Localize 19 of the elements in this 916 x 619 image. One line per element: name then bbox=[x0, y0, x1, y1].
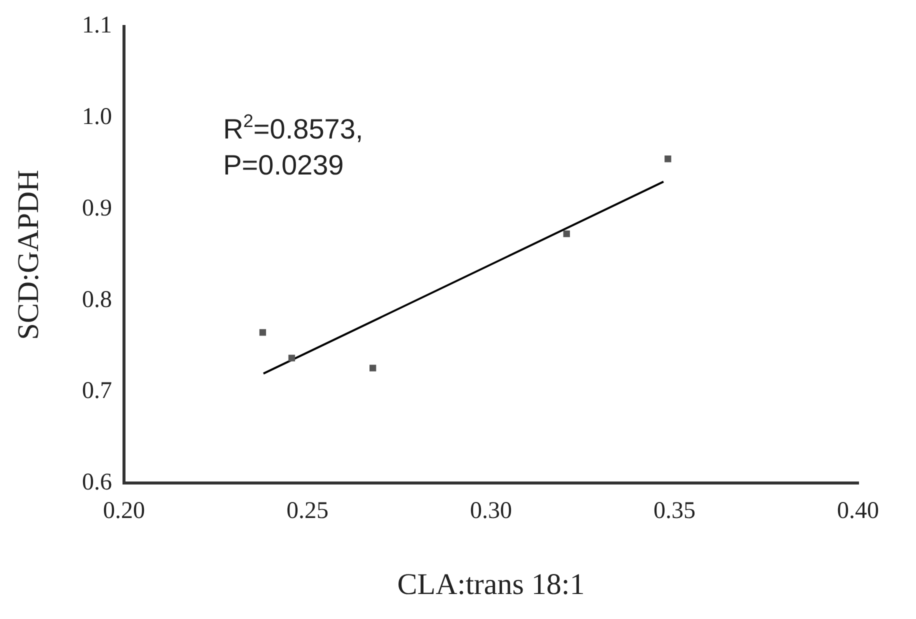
y-axis-title: SCD:GAPDH bbox=[12, 170, 45, 340]
annotation: P=0.0239 bbox=[223, 149, 344, 180]
point bbox=[664, 156, 672, 162]
x-tick-label: 0.35 bbox=[654, 498, 696, 524]
y-tick-label: 1.0 bbox=[82, 104, 112, 130]
x-axis-title: CLA:trans 18:1 bbox=[397, 568, 585, 601]
y-tick-label: 1.1 bbox=[82, 12, 112, 39]
x-tick-label: 0.25 bbox=[286, 498, 328, 524]
y-tick-label: 0.6 bbox=[82, 469, 112, 496]
x-tick-label: 0.30 bbox=[470, 498, 512, 524]
y-tick-label: 0.8 bbox=[82, 286, 112, 313]
point bbox=[370, 364, 376, 372]
x-tick-label: 0.20 bbox=[103, 498, 145, 524]
point bbox=[288, 354, 296, 362]
point bbox=[259, 329, 266, 336]
point bbox=[563, 230, 570, 238]
y-tick-label: 0.7 bbox=[82, 378, 112, 404]
x-tick-label: 0.40 bbox=[837, 498, 879, 524]
y-tick-label: 0.9 bbox=[82, 195, 112, 222]
